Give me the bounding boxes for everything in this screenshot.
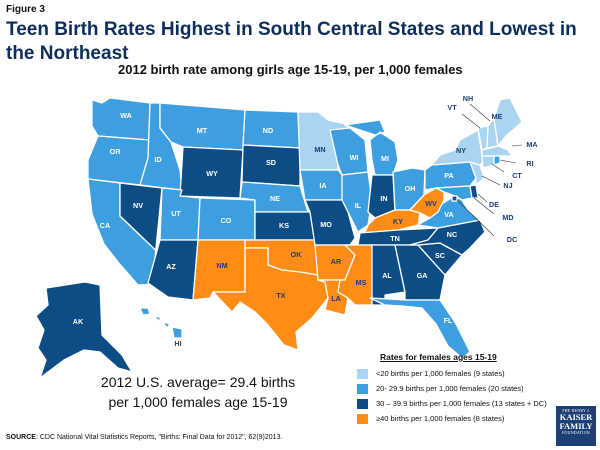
state-DE[interactable] [469, 184, 479, 199]
legend-item: 20- 29.9 births per 1,000 females (20 st… [356, 382, 547, 395]
state-label-TN: TN [390, 234, 400, 243]
state-label-IL: IL [355, 201, 362, 210]
us-average-note: 2012 U.S. average= 29.4 births per 1,000… [98, 372, 298, 412]
state-label-OH: OH [405, 184, 416, 193]
state-label-OR: OR [110, 147, 122, 156]
state-IL[interactable] [341, 171, 373, 233]
legend-item: ≥40 births per 1,000 females (8 states) [356, 412, 547, 425]
legend-title: Rates for females ages 15-19 [380, 352, 497, 362]
state-label-IN: IN [380, 194, 387, 203]
state-label-CO: CO [221, 216, 232, 225]
legend-swatch-lt20 [356, 367, 369, 380]
state-label-KS: KS [279, 221, 289, 230]
state-label-NJ: NJ [503, 181, 512, 190]
legend-item: <20 births per 1,000 females (9 states) [356, 367, 547, 380]
state-label-IA: IA [319, 181, 326, 190]
legend: Rates for females ages 15-19 <20 births … [356, 352, 547, 427]
state-RI[interactable] [493, 155, 501, 166]
state-label-ND: ND [263, 126, 273, 135]
state-label-SC: SC [435, 251, 445, 260]
state-label-MI: MI [381, 154, 389, 163]
state-CT[interactable] [481, 155, 495, 169]
state-label-CT: CT [512, 171, 522, 180]
legend-swatch-20-29 [356, 382, 369, 395]
state-label-AL: AL [382, 271, 392, 280]
state-label-WA: WA [120, 111, 132, 120]
source-label: SOURCE [6, 434, 36, 441]
logo-line3: FOUNDATION [562, 430, 590, 435]
source-text: : CDC National Vital Statistics Reports,… [35, 434, 283, 441]
state-NM[interactable] [192, 239, 246, 301]
state-label-ID: ID [154, 155, 161, 164]
state-label-GA: GA [417, 271, 428, 280]
state-label-DC: DC [507, 235, 517, 244]
kaiser-family-foundation-logo: THE HENRY J. KAISER FAMILY FOUNDATION [556, 406, 596, 446]
state-label-TX: TX [276, 291, 285, 300]
state-label-HI: HI [174, 339, 181, 348]
state-label-SD: SD [266, 158, 276, 167]
chart-subtitle: 2012 birth rate among girls age 15-19, p… [118, 62, 463, 77]
state-label-NM: NM [216, 261, 227, 270]
legend-swatch-30-39 [356, 397, 369, 410]
source-note: SOURCE: CDC National Vital Statistics Re… [6, 434, 282, 441]
legend-label-lt20: <20 births per 1,000 females (9 states) [376, 369, 505, 378]
state-label-NY: NY [456, 146, 466, 155]
state-NC[interactable] [409, 219, 486, 256]
legend-label-20-29: 20- 29.9 births per 1,000 females (20 st… [376, 384, 524, 393]
state-label-DE: DE [489, 200, 499, 209]
us-average-line1: 2012 U.S. average= 29.4 births [100, 374, 296, 390]
state-label-MO: MO [320, 220, 332, 229]
state-label-PA: PA [444, 171, 453, 180]
state-label-NV: NV [133, 201, 143, 210]
state-label-NC: NC [447, 230, 457, 239]
state-WV[interactable] [409, 187, 445, 219]
state-label-AK: AK [73, 317, 84, 326]
state-label-WI: WI [350, 153, 359, 162]
legend-label-gte40: ≥40 births per 1,000 females (8 states) [376, 414, 505, 423]
state-TX[interactable] [212, 247, 329, 351]
state-label-VT: VT [447, 103, 457, 112]
state-label-UT: UT [171, 209, 181, 218]
state-label-KY: KY [393, 217, 403, 226]
logo-line2a: KAISER [559, 412, 593, 422]
state-label-OK: OK [291, 250, 303, 259]
state-label-AZ: AZ [166, 262, 176, 271]
state-label-CA: CA [100, 221, 110, 230]
state-label-MT: MT [197, 126, 208, 135]
chart-title: Teen Birth Rates Highest in South Centra… [6, 19, 577, 64]
state-label-VA: VA [444, 210, 453, 219]
legend-label-30-39: 30 – 39.9 births per 1,000 females (13 s… [376, 399, 547, 408]
state-AK[interactable] [35, 281, 133, 379]
state-label-NH: NH [463, 94, 473, 103]
state-OR[interactable] [87, 135, 151, 186]
state-MI[interactable] [344, 119, 399, 176]
state-label-AR: AR [331, 257, 342, 266]
state-label-MD: MD [502, 213, 513, 222]
state-ME[interactable] [493, 97, 523, 147]
logo-line2b: FAMILY [559, 420, 593, 431]
state-HI[interactable] [139, 307, 183, 339]
legend-swatch-gte40 [356, 412, 369, 425]
state-label-WY: WY [206, 169, 218, 178]
legend-item: 30 – 39.9 births per 1,000 females (13 s… [356, 397, 547, 410]
state-label-MN: MN [314, 145, 325, 154]
state-label-MA: MA [526, 140, 537, 149]
state-label-NE: NE [270, 194, 280, 203]
figure-label: Figure 3 [6, 4, 45, 15]
state-label-RI: RI [526, 159, 533, 168]
state-DC[interactable] [451, 195, 458, 202]
state-label-ME: ME [492, 112, 503, 121]
state-label-FL: FL [444, 316, 453, 325]
state-label-MS: MS [356, 278, 367, 287]
us-average-line2: per 1,000 females age 15-19 [108, 394, 288, 410]
logo-line1: THE HENRY J. [561, 408, 591, 413]
state-FL[interactable] [369, 297, 471, 359]
state-label-LA: LA [331, 294, 341, 303]
state-label-WV: WV [425, 199, 437, 208]
